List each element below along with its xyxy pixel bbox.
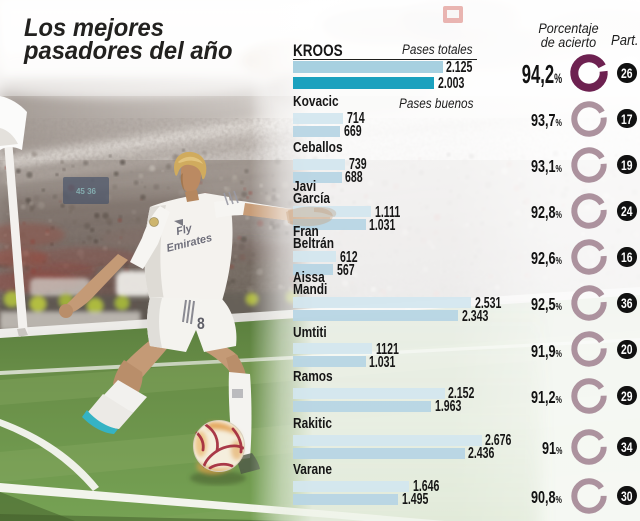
svg-text:Fly: Fly [175,222,194,238]
svg-text:8: 8 [197,315,205,334]
svg-text:45 36: 45 36 [76,187,97,196]
